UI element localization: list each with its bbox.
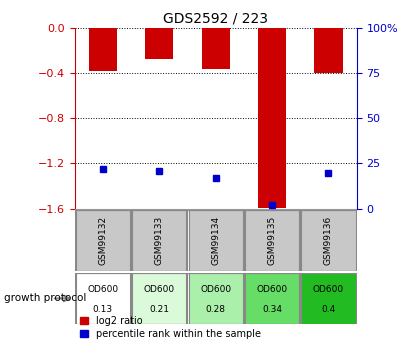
Bar [301, 273, 355, 324]
Bar [76, 273, 130, 324]
Text: GSM99135: GSM99135 [268, 216, 276, 265]
Text: OD600: OD600 [200, 285, 231, 294]
Bar [132, 273, 186, 324]
Bar [189, 210, 243, 271]
Bar [245, 273, 299, 324]
Text: 0.13: 0.13 [93, 305, 113, 314]
Bar [301, 210, 355, 271]
Bar [314, 28, 343, 73]
Text: OD600: OD600 [256, 285, 288, 294]
Text: OD600: OD600 [143, 285, 175, 294]
Bar [245, 210, 299, 271]
Bar [76, 210, 130, 271]
Text: 0.21: 0.21 [149, 305, 169, 314]
Text: GSM99136: GSM99136 [324, 216, 333, 265]
Text: OD600: OD600 [87, 285, 118, 294]
Bar [89, 28, 117, 71]
Bar [189, 273, 243, 324]
Text: growth protocol: growth protocol [4, 294, 86, 303]
Text: 0.4: 0.4 [321, 305, 336, 314]
Text: GSM99133: GSM99133 [155, 216, 164, 265]
Bar [145, 28, 173, 59]
Text: 0.28: 0.28 [206, 305, 226, 314]
Text: OD600: OD600 [313, 285, 344, 294]
Text: 0.34: 0.34 [262, 305, 282, 314]
Text: GSM99132: GSM99132 [98, 216, 107, 265]
Bar [202, 28, 230, 69]
Legend: log2 ratio, percentile rank within the sample: log2 ratio, percentile rank within the s… [79, 315, 262, 340]
Text: GSM99134: GSM99134 [211, 216, 220, 265]
Title: GDS2592 / 223: GDS2592 / 223 [163, 11, 268, 25]
Bar [258, 28, 286, 208]
Bar [132, 210, 186, 271]
